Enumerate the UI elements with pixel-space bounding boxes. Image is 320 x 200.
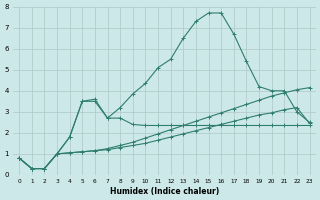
X-axis label: Humidex (Indice chaleur): Humidex (Indice chaleur) [110, 187, 219, 196]
